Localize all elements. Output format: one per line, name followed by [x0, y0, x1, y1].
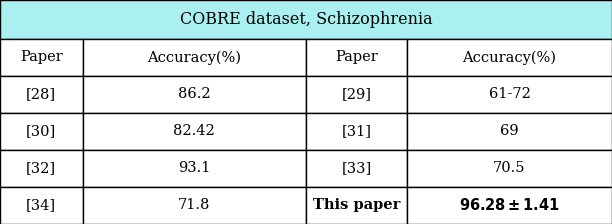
Bar	[83, 187, 306, 224]
Bar	[0, 113, 83, 150]
Text: 69: 69	[500, 124, 519, 138]
Bar	[83, 150, 306, 187]
Text: 61-72: 61-72	[488, 87, 531, 101]
Bar	[0, 187, 83, 224]
Text: 93.1: 93.1	[178, 162, 211, 175]
Bar	[83, 76, 306, 113]
Text: [29]: [29]	[341, 87, 371, 101]
Text: This paper: This paper	[313, 198, 400, 213]
Text: [31]: [31]	[341, 124, 371, 138]
Bar	[83, 113, 306, 150]
Text: 82.42: 82.42	[173, 124, 215, 138]
Text: [32]: [32]	[26, 162, 56, 175]
Text: [30]: [30]	[26, 124, 56, 138]
Bar	[407, 187, 612, 224]
Text: Paper: Paper	[20, 50, 62, 65]
Text: [33]: [33]	[341, 162, 371, 175]
Bar	[306, 76, 407, 113]
Text: COBRE dataset, Schizophrenia: COBRE dataset, Schizophrenia	[180, 11, 432, 28]
Bar	[306, 150, 407, 187]
Bar	[407, 39, 612, 76]
Text: Paper: Paper	[335, 50, 378, 65]
Bar	[306, 187, 407, 224]
Text: Accuracy(%): Accuracy(%)	[463, 50, 556, 65]
Text: [28]: [28]	[26, 87, 56, 101]
Bar	[0, 150, 83, 187]
Bar	[407, 113, 612, 150]
Bar	[0, 39, 83, 76]
Text: [34]: [34]	[26, 198, 56, 213]
Bar	[0, 76, 83, 113]
Bar	[83, 39, 306, 76]
Text: $\mathbf{96.28 \pm 1.41}$: $\mathbf{96.28 \pm 1.41}$	[459, 198, 560, 213]
Bar	[0, 0, 612, 39]
Text: Accuracy(%): Accuracy(%)	[147, 50, 241, 65]
Bar	[407, 150, 612, 187]
Text: 86.2: 86.2	[178, 87, 211, 101]
Bar	[407, 76, 612, 113]
Bar	[306, 39, 407, 76]
Text: 70.5: 70.5	[493, 162, 526, 175]
Text: 71.8: 71.8	[178, 198, 211, 213]
Bar	[306, 113, 407, 150]
